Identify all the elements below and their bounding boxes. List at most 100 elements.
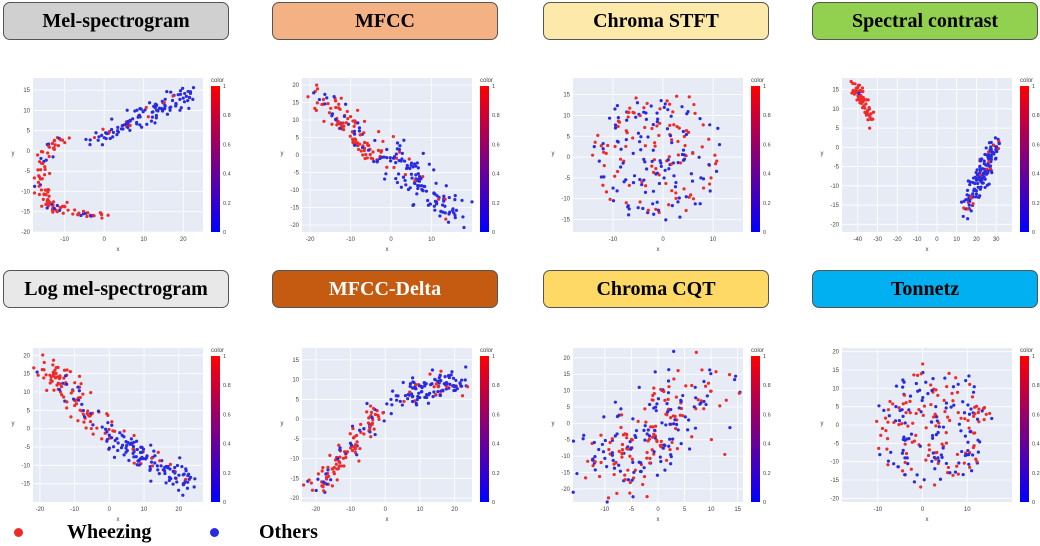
others-point [163,465,167,469]
wheezing-point [372,427,376,431]
others-point [394,152,398,156]
others-point [682,153,686,157]
others-point [164,481,168,485]
wheezing-point [328,453,332,457]
wheezing-point [919,372,923,376]
wheezing-point [854,86,858,90]
others-point [626,478,631,482]
others-point [163,103,167,108]
wheezing-point [631,136,635,140]
others-point [974,170,978,175]
wheezing-point [445,385,449,389]
others-point [131,117,135,121]
others-point [603,438,607,443]
others-point [77,389,81,393]
wheezing-point [362,140,367,145]
others-point [134,455,138,459]
others-point [143,108,147,112]
others-point [975,168,979,172]
others-point [653,428,657,432]
others-point [632,174,637,178]
others-point [652,450,656,454]
others-point [165,89,169,94]
others-point [673,185,678,189]
wheezing-point [46,151,50,155]
wheezing-point [675,447,679,451]
others-point [963,434,968,438]
others-point [662,443,666,447]
wheezing-point [465,385,470,389]
others-point [662,105,666,109]
others-point [464,365,468,369]
wheezing-point [652,452,656,456]
others-point [961,400,965,404]
wheezing-point [946,415,950,419]
others-point [599,175,603,179]
others-point [672,174,676,178]
others-point [382,155,386,159]
wheezing-point [871,110,876,114]
others-point [411,376,415,380]
y-tick-label: 5 [296,397,300,403]
wheezing-point [692,102,696,107]
y-tick-label: -5 [294,437,300,443]
others-point [124,450,128,454]
others-point [444,380,449,385]
wheezing-point [701,186,706,190]
others-point [181,493,185,497]
others-point [325,482,329,486]
wheezing-point [921,362,925,366]
wheezing-point [955,390,960,394]
others-point [976,450,980,454]
wheezing-point [79,382,83,386]
others-point [663,468,667,472]
chart-title-7: Chroma CQT [543,270,769,308]
others-point [436,379,440,383]
wheezing-point [628,480,632,485]
others-point [668,133,673,138]
wheezing-point [966,418,970,423]
wheezing-point [407,157,411,161]
wheezing-point [341,128,346,132]
others-point [138,123,142,127]
others-point [378,156,382,161]
wheezing-point [599,433,603,437]
others-point [607,116,612,120]
wheezing-point [348,432,352,436]
others-point [446,220,451,224]
others-point [433,208,437,212]
others-point [987,157,991,161]
others-point [438,214,442,218]
wheezing-point [620,447,625,452]
wheezing-point [330,484,335,488]
wheezing-point [44,202,48,206]
x-tick-label: 0 [389,237,393,243]
wheezing-point [40,204,44,208]
wheezing-point [974,457,978,461]
wheezing-point [62,376,66,380]
others-point [901,448,905,452]
others-point [175,463,180,468]
others-point [427,162,431,166]
wheezing-point [128,123,132,128]
others-point [979,176,983,181]
others-point [112,455,117,459]
others-point [406,397,410,401]
y-tick-label: -15 [830,203,839,209]
wheezing-point [36,180,41,184]
wheezing-point [434,382,439,386]
others-point [977,195,981,199]
wheezing-point [593,140,597,144]
others-point [717,142,722,147]
y-tick-label: -15 [21,482,30,488]
others-point [983,170,987,174]
others-point [417,184,422,188]
wheezing-point [912,373,916,377]
y-tick-label: -10 [290,457,299,463]
others-point [460,378,464,382]
wheezing-point [667,155,671,159]
others-point [969,209,973,213]
others-point [157,472,161,476]
y-axis-label: y [552,151,555,157]
others-point [398,399,402,403]
